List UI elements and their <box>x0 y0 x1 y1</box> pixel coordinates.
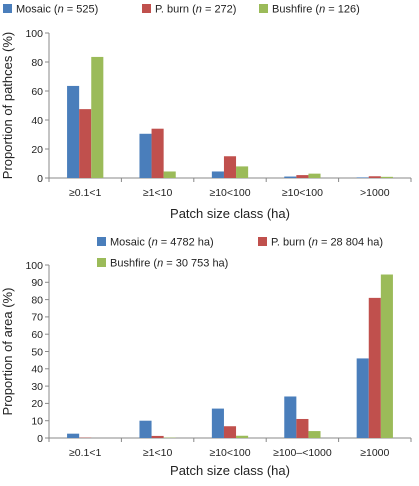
bar <box>151 128 164 178</box>
x-tick-label: ≥10<100 <box>209 447 250 459</box>
legend-swatch <box>3 4 12 13</box>
y-tick-label: 10 <box>31 416 43 428</box>
legend-label: Bushfire (n = 30 753 ha) <box>110 258 228 270</box>
legend-entry-3: Bushfire (n = 126) <box>259 4 360 16</box>
y-tick-label: 90 <box>31 277 43 289</box>
bar <box>223 156 237 178</box>
bar <box>308 431 321 438</box>
x-tick-label: ≥0.1<1 <box>69 447 101 459</box>
bar <box>211 171 224 178</box>
legend-entry-2: P. burn (n = 272) <box>142 4 236 16</box>
bar <box>236 166 249 178</box>
bar <box>163 171 176 178</box>
bar <box>284 176 297 178</box>
bar <box>368 176 381 178</box>
legend-swatch <box>97 258 106 267</box>
bar <box>296 418 309 438</box>
bar <box>67 85 80 178</box>
legend-label: P. burn (n = 28 804 ha) <box>271 237 383 249</box>
y-tick-label: 0 <box>37 173 43 185</box>
bar <box>91 56 104 178</box>
bar <box>356 358 369 438</box>
x-axis-label: Patch size class (ha) <box>170 463 290 478</box>
legend-entry-1: Mosaic (n = 525) <box>3 4 98 16</box>
x-tick-label: ≥1<10 <box>143 447 173 459</box>
bar <box>380 176 393 178</box>
x-tick-label: ≥10<100 <box>282 187 323 199</box>
bar <box>380 274 393 438</box>
x-tick-label: >1000 <box>360 187 390 199</box>
bar <box>223 426 237 438</box>
legend-entry-2: P. burn (n = 28 804 ha) <box>258 237 383 249</box>
y-tick-label: 60 <box>31 86 43 98</box>
y-tick-label: 100 <box>25 28 43 40</box>
bar <box>368 297 381 438</box>
y-tick-label: 60 <box>31 329 43 341</box>
y-axis-label: Proportion of pathces (%) <box>0 32 15 179</box>
bar <box>79 109 92 178</box>
y-tick-label: 20 <box>31 144 43 156</box>
legend-swatch <box>142 4 151 13</box>
y-tick-label: 80 <box>31 294 43 306</box>
legend-swatch <box>258 237 267 246</box>
bar <box>356 177 369 178</box>
legend-label: Mosaic (n = 4782 ha) <box>110 237 214 249</box>
y-tick-label: 0 <box>37 433 43 445</box>
y-tick-label: 50 <box>31 346 43 358</box>
y-axis-label: Proportion of area (%) <box>0 288 15 416</box>
bar <box>151 435 164 438</box>
y-tick-label: 30 <box>31 381 43 393</box>
x-tick-label: ≥1<10 <box>143 187 173 199</box>
legend-label: Bushfire (n = 126) <box>272 4 360 16</box>
x-axis-label: Patch size class (ha) <box>170 206 290 221</box>
bar <box>284 396 297 438</box>
x-tick-label: ≥0.1<1 <box>69 187 101 199</box>
bar <box>211 408 224 438</box>
y-tick-label: 40 <box>31 364 43 376</box>
x-tick-label: ≥1000 <box>360 447 389 459</box>
bar <box>236 435 249 438</box>
chart-panel-1: Mosaic (n = 525) P. burn (n = 272) Bushfir… <box>0 4 412 221</box>
y-tick-label: 70 <box>31 312 43 324</box>
legend-label: Mosaic (n = 525) <box>16 4 98 16</box>
legend-entry-3: Bushfire (n = 30 753 ha) <box>97 258 228 270</box>
bar <box>67 433 80 438</box>
legend-swatch <box>97 237 106 246</box>
y-tick-label: 100 <box>25 260 43 272</box>
x-tick-label: ≥10<100 <box>209 187 250 199</box>
y-tick-label: 40 <box>31 115 43 127</box>
bar <box>139 420 152 438</box>
legend-label: P. burn (n = 272) <box>155 4 236 16</box>
legend-entry-1: Mosaic (n = 4782 ha) <box>97 237 214 249</box>
bar <box>296 175 309 178</box>
bar <box>139 133 152 178</box>
y-tick-label: 80 <box>31 57 43 69</box>
chart-panel-2: Mosaic (n = 4782 ha) P. burn (n = 28 804 … <box>0 237 412 478</box>
x-tick-label: ≥100–<1000 <box>273 447 332 459</box>
bar <box>308 173 321 178</box>
legend-swatch <box>259 4 268 13</box>
y-tick-label: 20 <box>31 398 43 410</box>
